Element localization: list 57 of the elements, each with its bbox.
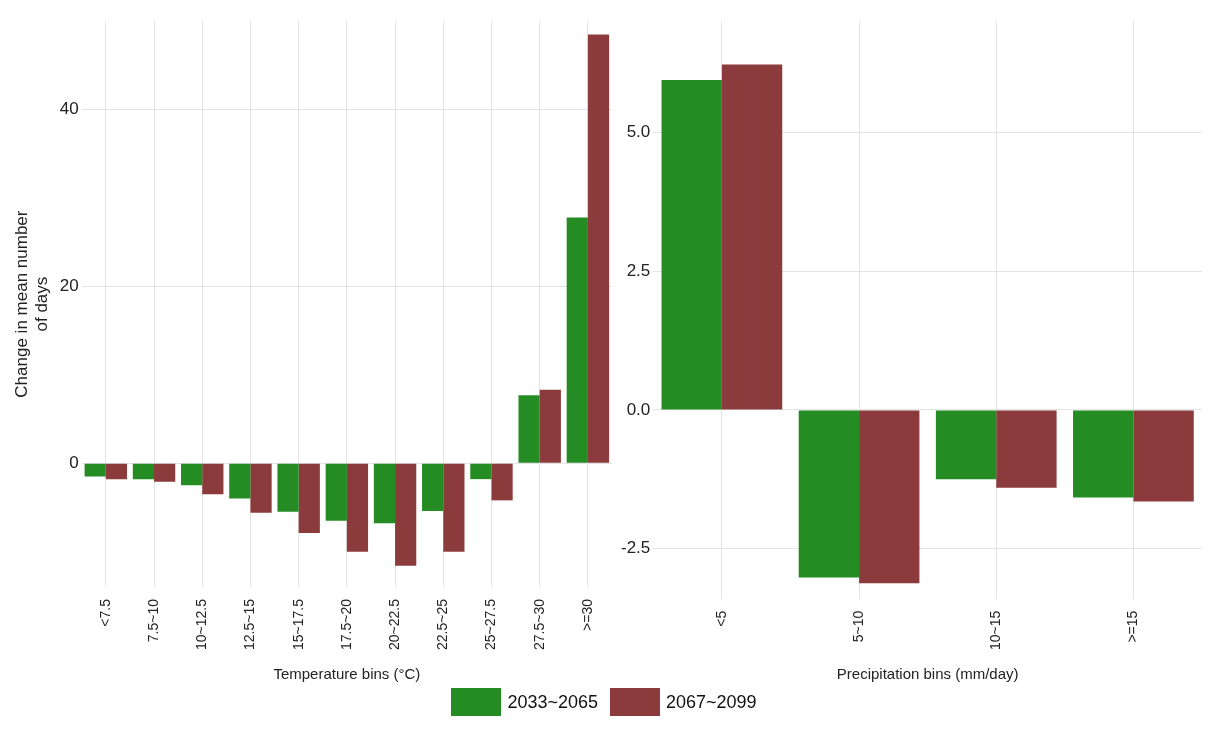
x-tick-label: >=30 — [578, 598, 595, 631]
y-tick-label: -2.5 — [621, 538, 651, 558]
x-axis-title: Temperature bins (°C) — [273, 665, 421, 683]
bar — [132, 463, 155, 480]
bar — [566, 217, 588, 463]
bar — [422, 463, 444, 511]
x-tick-label: 22.5~25 — [434, 598, 451, 650]
bar — [250, 463, 272, 513]
x-tick-label: 10~15 — [987, 610, 1004, 651]
y-tick-label: 20 — [59, 276, 79, 296]
bar — [1073, 410, 1134, 498]
x-tick-label: 20~22.5 — [385, 598, 402, 650]
bar — [346, 463, 369, 552]
x-tick-label: <7.5 — [96, 598, 113, 627]
bar — [587, 34, 610, 463]
bar — [277, 463, 299, 512]
bar — [798, 410, 860, 578]
bar — [996, 410, 1057, 488]
bar — [84, 463, 106, 477]
x-tick-label: 25~27.5 — [482, 598, 499, 650]
bar — [721, 64, 783, 410]
bar — [202, 463, 224, 495]
y-tick-label: 40 — [59, 99, 79, 119]
y-axis-title: Change in mean number of days — [11, 210, 52, 398]
y-tick-label: 0 — [69, 452, 79, 472]
bar — [935, 410, 997, 480]
x-tick-label: 5~10 — [849, 610, 866, 643]
bar — [325, 463, 347, 521]
bar — [105, 463, 128, 480]
x-axis-title: Precipitation bins (mm/day) — [836, 665, 1019, 683]
x-tick-label: 7.5~10 — [144, 598, 161, 643]
legend-label: 2067~2099 — [666, 691, 757, 713]
bar — [395, 463, 417, 566]
x-tick-label: 15~17.5 — [289, 598, 306, 650]
bar — [1133, 410, 1194, 502]
bar — [859, 410, 920, 584]
bar — [154, 463, 176, 482]
x-tick-label: >=15 — [1124, 610, 1141, 643]
bar — [518, 395, 540, 463]
legend-label: 2033~2065 — [507, 691, 598, 713]
x-tick-label: 27.5~30 — [530, 598, 547, 650]
bar — [470, 463, 492, 480]
bar — [661, 80, 722, 410]
bar — [491, 463, 513, 501]
x-tick-label: <5 — [712, 610, 729, 627]
y-tick-label: 5.0 — [626, 121, 651, 141]
bar — [229, 463, 251, 499]
bar — [539, 389, 561, 463]
x-tick-label: 17.5~20 — [337, 598, 354, 650]
bar — [373, 463, 396, 524]
y-tick-label: 2.5 — [626, 260, 651, 280]
bar — [298, 463, 320, 534]
x-tick-label: 12.5~15 — [241, 598, 258, 650]
y-tick-label: 0.0 — [626, 399, 651, 419]
bar — [443, 463, 465, 552]
bar — [181, 463, 203, 486]
x-tick-label: 10~12.5 — [193, 598, 210, 650]
